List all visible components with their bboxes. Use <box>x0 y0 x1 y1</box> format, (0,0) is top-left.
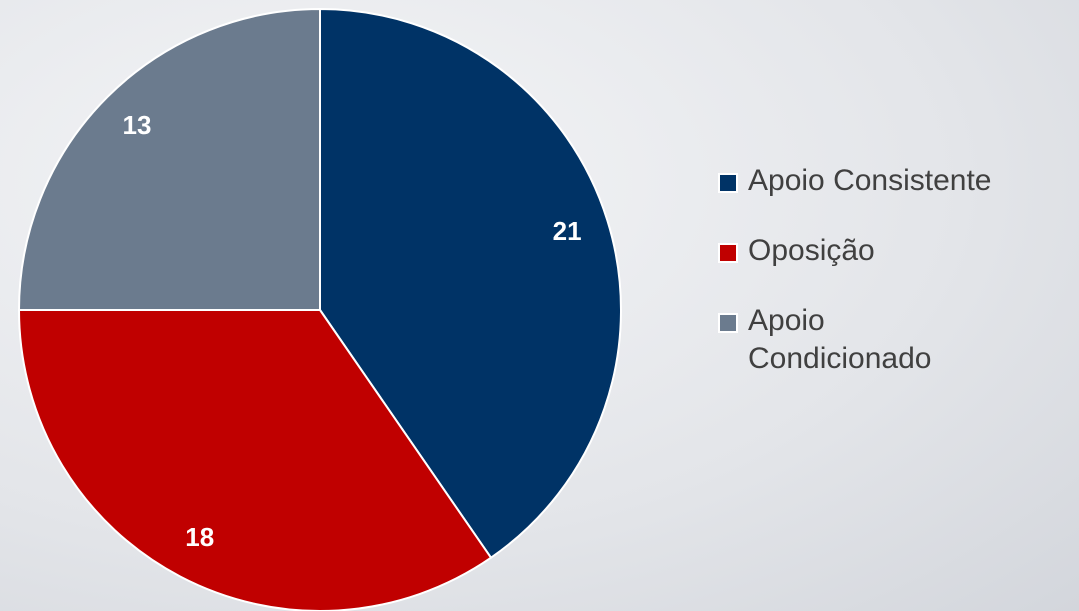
legend-label: Apoio Condicionado <box>748 304 932 375</box>
pie-slice <box>17 309 493 611</box>
legend-swatch <box>718 173 738 193</box>
legend-swatch <box>718 313 738 333</box>
data-label: 13 <box>122 110 151 140</box>
data-label: 18 <box>185 522 214 552</box>
pie-slice <box>17 7 321 311</box>
legend-label: Oposição <box>748 234 875 267</box>
legend: Apoio Consistente Oposição Apoio Condicion… <box>718 162 1003 410</box>
data-label: 21 <box>553 216 582 246</box>
legend-label: Apoio Consistente <box>748 164 992 197</box>
pie-slice <box>319 7 622 560</box>
legend-item: Oposição <box>718 232 1003 270</box>
legend-item: Apoio Consistente <box>718 162 1003 200</box>
legend-item: Apoio Condicionado <box>718 302 1003 378</box>
legend-swatch <box>718 243 738 263</box>
